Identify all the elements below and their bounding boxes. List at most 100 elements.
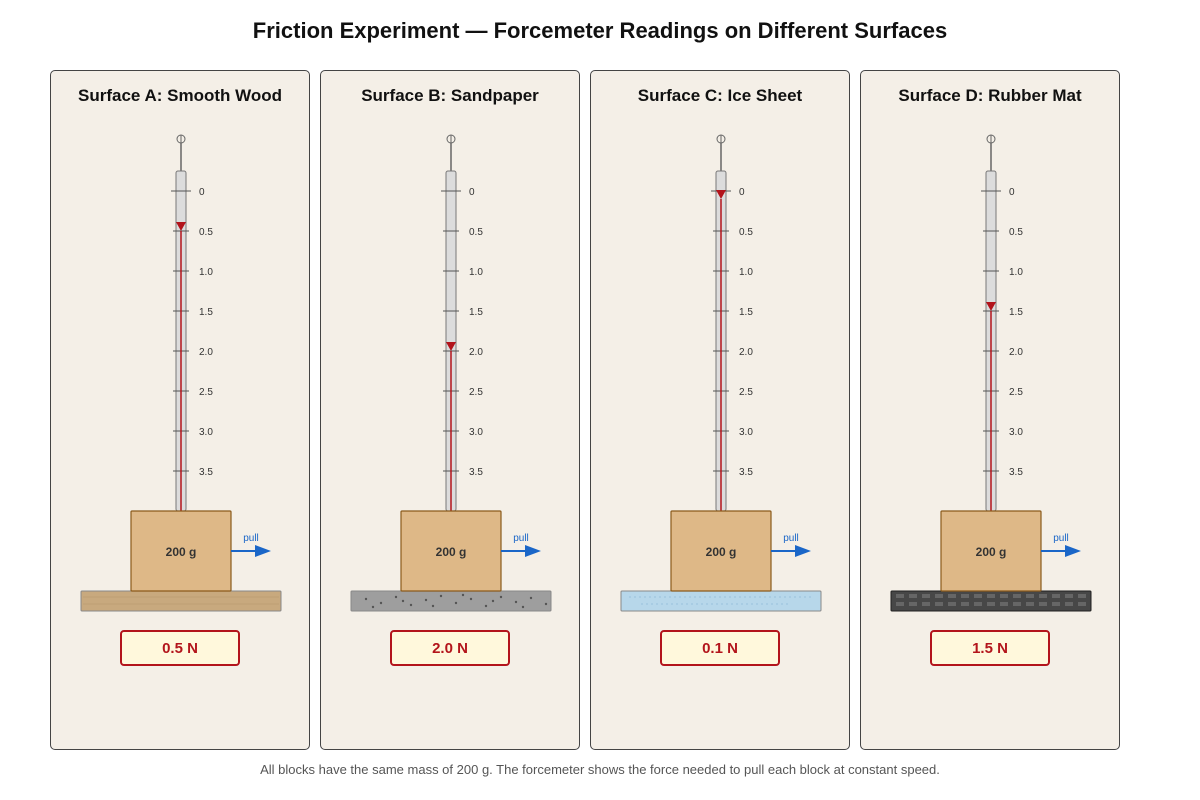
rubber-texture xyxy=(961,602,969,606)
panel-surface-d: Surface D: Rubber Mat 0 0.5 1.0 1.5 2.0 2.5 3.… xyxy=(860,70,1120,750)
sand-grain xyxy=(544,602,548,606)
rubber-texture xyxy=(909,602,917,606)
pull-label: pull xyxy=(1053,533,1069,544)
rubber-texture xyxy=(1078,594,1086,598)
rubber-texture xyxy=(1039,602,1047,606)
sand-grain xyxy=(454,601,458,605)
scale-tick-label: 2.5 xyxy=(469,387,483,398)
footnote: All blocks have the same mass of 200 g. … xyxy=(260,762,940,777)
sand-grain xyxy=(409,603,413,607)
rubber-texture xyxy=(948,602,956,606)
reading-pointer xyxy=(176,222,186,231)
rubber-texture xyxy=(1078,602,1086,606)
scale-tick-label: 2.5 xyxy=(199,387,213,398)
scale-tick-label: 3.0 xyxy=(469,427,483,438)
rubber-texture xyxy=(948,594,956,598)
panel-title: Surface B: Sandpaper xyxy=(361,86,539,105)
panel-title: Surface D: Rubber Mat xyxy=(898,86,1082,105)
rubber-texture xyxy=(896,602,904,606)
rubber-texture xyxy=(935,594,943,598)
sand-grain xyxy=(461,593,465,597)
scale-tick-label: 0.5 xyxy=(199,227,213,238)
forcemeter-diagram: 0 0.5 1.0 1.5 2.0 2.5 3.0 3.5 200 g pull xyxy=(80,134,282,612)
rubber-texture xyxy=(1013,594,1021,598)
pull-label: pull xyxy=(783,533,799,544)
scale-tick-label: 1.5 xyxy=(199,307,213,318)
forcemeter-diagram: 0 0.5 1.0 1.5 2.0 2.5 3.0 3.5 200 g pull xyxy=(350,134,552,612)
rubber-texture xyxy=(1000,602,1008,606)
panel-surface-a: Surface A: Smooth Wood 0 0.5 1.0 1.5 2.0 2.5 3… xyxy=(50,70,310,750)
scale-tick-label: 1.0 xyxy=(199,267,213,278)
rubber-texture xyxy=(987,594,995,598)
rubber-texture xyxy=(1065,602,1073,606)
sand-grain xyxy=(379,601,383,605)
scale-tick-label: 3.0 xyxy=(199,427,213,438)
rubber-texture xyxy=(1039,594,1047,598)
sand-grain xyxy=(529,596,533,600)
reading-box: 0.5 N xyxy=(120,630,240,666)
panel-title: Surface A: Smooth Wood xyxy=(78,86,282,105)
rubber-texture xyxy=(1065,594,1073,598)
scale-tick-label: 1.0 xyxy=(739,267,753,278)
scale-tick-label: 0.5 xyxy=(739,227,753,238)
scale-tick-label: 1.5 xyxy=(469,307,483,318)
scale-tick-label: 0 xyxy=(739,187,745,198)
scale-tick-label: 2.0 xyxy=(1009,347,1023,358)
sand-grain xyxy=(439,594,443,598)
sand-grain xyxy=(371,605,375,609)
sand-grain xyxy=(484,604,488,608)
sand-grain xyxy=(431,604,435,608)
scale-tick-label: 3.5 xyxy=(469,467,483,478)
pull-label: pull xyxy=(243,533,259,544)
rubber-texture xyxy=(896,594,904,598)
surface-smooth-wood xyxy=(80,590,282,612)
sand-grain xyxy=(521,605,525,609)
pull-arrow-head xyxy=(1065,545,1081,557)
forcemeter-diagram: 0 0.5 1.0 1.5 2.0 2.5 3.0 3.5 200 g pull xyxy=(890,134,1092,612)
scale-tick-label: 0 xyxy=(199,187,205,198)
panel-title: Surface C: Ice Sheet xyxy=(637,86,803,105)
scale-tick-label: 2.5 xyxy=(739,387,753,398)
sand-grain xyxy=(401,599,405,603)
reading-box: 1.5 N xyxy=(930,630,1050,666)
page-title: Friction Experiment — Forcemeter Reading… xyxy=(252,18,948,43)
rubber-texture xyxy=(961,594,969,598)
sand-grain xyxy=(424,598,428,602)
scale-tick-label: 1.0 xyxy=(1009,267,1023,278)
scale-tick-label: 2.0 xyxy=(469,347,483,358)
rubber-texture xyxy=(987,602,995,606)
sand-grain xyxy=(364,597,368,601)
mass-label: 200 g xyxy=(706,545,737,559)
rubber-texture xyxy=(1013,602,1021,606)
rubber-texture xyxy=(1026,594,1034,598)
pull-arrow-head xyxy=(525,545,541,557)
forcemeter-diagram: 0 0.5 1.0 1.5 2.0 2.5 3.0 3.5 200 g pull xyxy=(620,134,822,612)
rubber-texture xyxy=(1026,602,1034,606)
rubber-texture xyxy=(1052,594,1060,598)
scale-tick-label: 3.5 xyxy=(739,467,753,478)
reading-box: 0.1 N xyxy=(660,630,780,666)
reading-pointer xyxy=(986,302,996,311)
reading-pointer xyxy=(446,342,456,351)
pull-label: pull xyxy=(513,533,529,544)
scale-tick-label: 3.0 xyxy=(1009,427,1023,438)
mass-label: 200 g xyxy=(976,545,1007,559)
scale-tick-label: 2.0 xyxy=(739,347,753,358)
rubber-texture xyxy=(909,594,917,598)
scale-tick-label: 2.0 xyxy=(199,347,213,358)
scale-tick-label: 0 xyxy=(1009,187,1015,198)
surface-sandpaper xyxy=(350,590,552,612)
scale-tick-label: 0.5 xyxy=(1009,227,1023,238)
panel-surface-b: Surface B: Sandpaper 0 0.5 1.0 1.5 2.0 2.5 3.0… xyxy=(320,70,580,750)
scale-tick-label: 2.5 xyxy=(1009,387,1023,398)
rubber-texture xyxy=(974,594,982,598)
rubber-texture xyxy=(1052,602,1060,606)
pull-arrow-head xyxy=(795,545,811,557)
sand-grain xyxy=(394,595,398,599)
scale-tick-label: 1.0 xyxy=(469,267,483,278)
mass-label: 200 g xyxy=(436,545,467,559)
pull-arrow-head xyxy=(255,545,271,557)
scale-tick-label: 1.5 xyxy=(739,307,753,318)
sand-grain xyxy=(469,597,473,601)
rubber-texture xyxy=(1000,594,1008,598)
